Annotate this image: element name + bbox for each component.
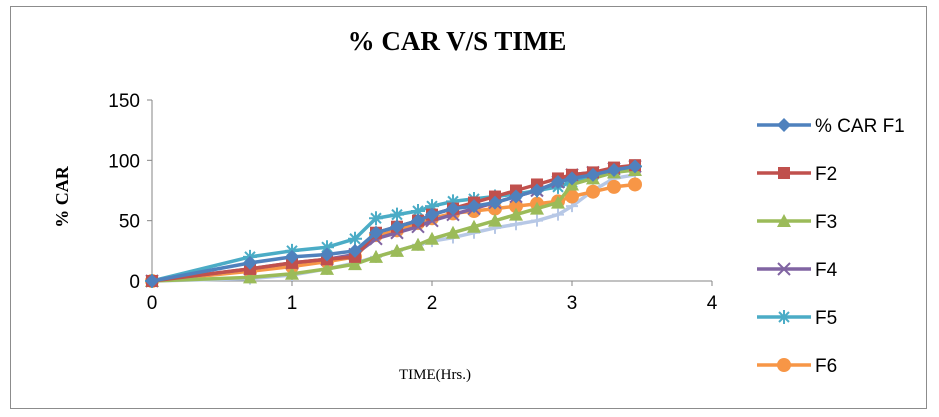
chart-title: % CAR V/S TIME — [348, 26, 567, 56]
data-point — [411, 237, 425, 251]
data-point — [243, 255, 257, 270]
data-point — [369, 249, 383, 263]
data-point — [390, 219, 404, 234]
x-tick-label: 0 — [147, 293, 158, 314]
data-point — [446, 194, 460, 209]
legend-item: % CAR F1 — [757, 116, 905, 137]
plot-area: 0 50 100 150 0 1 2 3 4 — [108, 91, 717, 314]
legend-label: F5 — [815, 308, 837, 329]
data-point — [446, 225, 460, 239]
line-chart: % CAR V/S TIME % CAR TIME(Hrs.) 0 50 100 15… — [52, 26, 905, 383]
data-point — [778, 167, 790, 179]
data-point — [509, 207, 523, 221]
legend-label: F4 — [815, 260, 838, 281]
x-tick-label: 4 — [707, 293, 718, 314]
data-point — [369, 211, 383, 226]
data-point — [565, 171, 579, 186]
data-point — [488, 213, 502, 227]
data-point — [509, 199, 523, 214]
legend-label: F2 — [815, 164, 837, 185]
data-point — [531, 214, 543, 227]
legend-label: F6 — [815, 356, 837, 377]
data-point — [425, 207, 439, 222]
data-point — [565, 189, 579, 204]
data-point — [530, 201, 544, 215]
legend-item: F4 — [757, 260, 838, 281]
y-tick-label: 100 — [108, 151, 140, 172]
data-point — [467, 219, 481, 233]
series-1 — [145, 159, 642, 288]
data-point — [488, 195, 502, 210]
y-tick-label: 150 — [108, 91, 140, 112]
data-point — [551, 195, 565, 209]
data-point — [390, 207, 404, 222]
data-point — [425, 199, 439, 214]
data-point — [348, 231, 362, 246]
data-point — [777, 310, 791, 324]
legend-item: F3 — [757, 212, 837, 233]
data-point — [285, 249, 299, 264]
data-point — [145, 274, 159, 288]
legend-label: % CAR F1 — [815, 116, 905, 137]
data-point — [348, 257, 362, 271]
legend: % CAR F1 F2 F3 F4 F5 F6 — [757, 116, 905, 377]
data-point — [552, 208, 564, 221]
data-point — [628, 159, 642, 174]
legend-label: F3 — [815, 212, 837, 233]
data-point — [320, 240, 334, 255]
y-tick-label: 0 — [129, 272, 140, 293]
chart-area: % CAR V/S TIME % CAR TIME(Hrs.) 0 50 100 15… — [10, 6, 927, 409]
data-point — [467, 199, 481, 214]
data-point — [777, 262, 791, 276]
data-point — [390, 243, 404, 257]
data-point — [777, 118, 791, 132]
data-point — [320, 247, 334, 262]
data-point — [530, 183, 544, 198]
y-tick-label: 50 — [119, 212, 140, 233]
data-point — [607, 162, 621, 177]
data-point — [551, 175, 565, 190]
data-point — [320, 261, 334, 275]
data-point — [285, 266, 299, 280]
legend-item: F6 — [757, 356, 837, 377]
x-axis-label: TIME(Hrs.) — [399, 367, 471, 383]
data-point — [369, 225, 383, 240]
x-tick-label: 1 — [287, 293, 298, 314]
data-point — [411, 213, 425, 228]
y-axis-label: % CAR — [52, 165, 72, 227]
legend-item: F2 — [757, 164, 837, 185]
data-point — [628, 177, 642, 192]
x-tick-label: 2 — [427, 293, 438, 314]
data-point — [586, 167, 600, 182]
data-point — [425, 231, 439, 245]
data-point — [607, 179, 621, 194]
data-point — [446, 201, 460, 216]
data-point — [777, 214, 791, 227]
x-tick-label: 3 — [567, 293, 578, 314]
data-point — [586, 184, 600, 199]
data-point — [509, 189, 523, 204]
data-point — [777, 358, 791, 372]
data-point — [243, 270, 257, 284]
legend-item: F5 — [757, 308, 837, 329]
data-point — [348, 243, 362, 258]
data-point — [411, 204, 425, 219]
